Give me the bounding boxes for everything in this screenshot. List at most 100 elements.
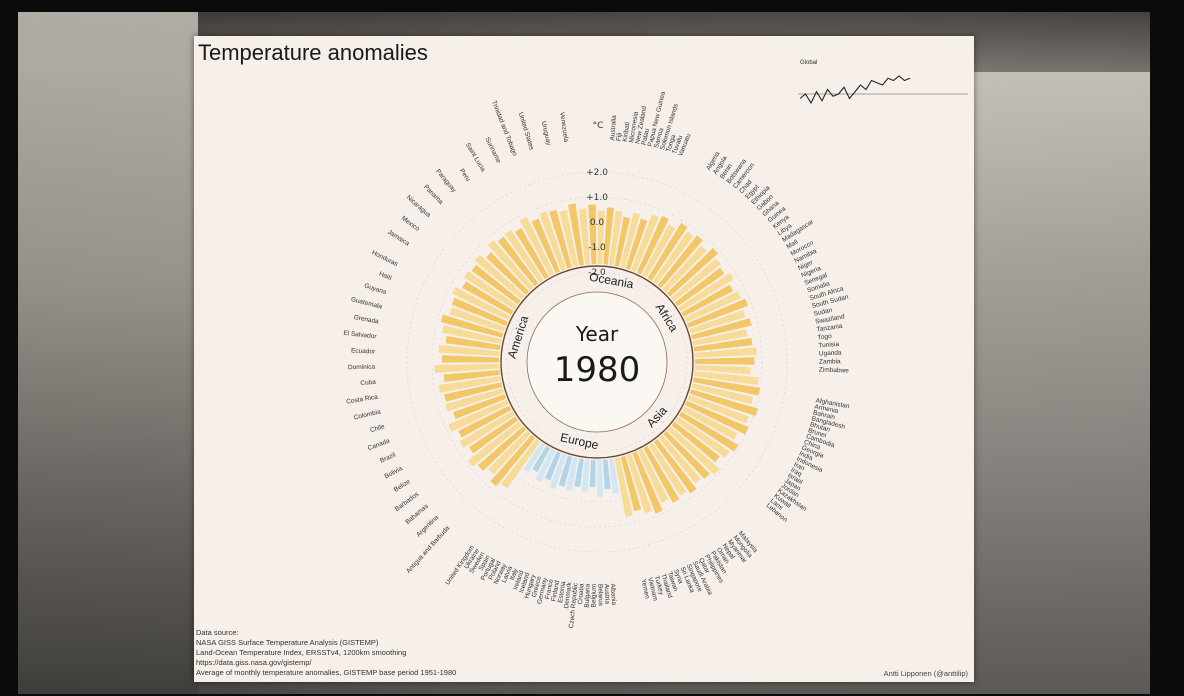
country-label: Canada: [367, 437, 391, 452]
bar-africa: [642, 224, 676, 278]
bar-africa: [687, 298, 749, 328]
center-year-label: Year: [575, 322, 619, 346]
country-label: Panama: [422, 184, 444, 206]
bar-america: [438, 376, 501, 393]
bar-asia: [663, 430, 710, 479]
background-ice-left: [18, 12, 198, 694]
source-line: Average of monthly temperature anomalies…: [196, 668, 457, 677]
continent-label-oceania: Oceania: [588, 270, 635, 292]
center-disc: [526, 291, 668, 433]
bar-africa: [670, 258, 721, 302]
bar-europe: [597, 459, 604, 497]
bar-asia: [637, 448, 669, 503]
gridline-ring: [481, 246, 713, 478]
bar-america: [462, 281, 514, 315]
country-label: Iraq: [789, 467, 803, 479]
country-label: Brazil: [379, 451, 397, 464]
bar-africa: [678, 272, 734, 312]
bar-america: [519, 216, 555, 276]
bar-africa: [631, 214, 659, 272]
country-label: Cuba: [360, 379, 376, 387]
gridline-ring: [456, 221, 738, 503]
credit-label: Antti Lipponen (@anttilip): [883, 669, 968, 678]
country-label: Belgium: [591, 584, 598, 608]
right-black-strip: [1150, 0, 1184, 696]
country-label: Guyana: [363, 282, 387, 296]
country-label: Yemen: [640, 578, 651, 599]
bar-europe: [532, 445, 551, 472]
inset-line: [799, 75, 911, 105]
radial-tick-label: 0.0: [590, 218, 605, 228]
bar-america: [464, 271, 517, 310]
bar-oceania: [603, 207, 614, 265]
country-label: France: [544, 578, 555, 600]
bar-america: [474, 254, 525, 300]
bar-america: [504, 229, 544, 283]
bar-asia: [691, 383, 754, 405]
gridline-ring: [506, 271, 688, 453]
bar-america: [588, 204, 597, 265]
country-label: Czech Republic: [568, 582, 579, 629]
global-inset-chart: Global: [798, 60, 968, 105]
bar-asia: [653, 439, 697, 494]
bar-america: [467, 421, 522, 467]
bar-africa: [666, 247, 719, 297]
bar-africa: [681, 284, 734, 317]
country-label: Armenia: [814, 403, 839, 415]
country-label: Saint Lucia: [464, 142, 487, 174]
country-label: Guatemala: [350, 296, 383, 311]
source-note: Data source: NASA GISS Surface Temperatu…: [196, 628, 556, 678]
bar-africa: [647, 222, 688, 281]
bar-asia: [620, 455, 642, 512]
bar-america: [487, 239, 534, 291]
bar-america: [469, 416, 519, 454]
bar-america: [440, 314, 504, 338]
country-label: Togo: [817, 333, 832, 342]
country-label: Colombia: [353, 408, 382, 421]
bar-oceania: [625, 218, 648, 270]
bar-asia: [689, 389, 758, 417]
source-line: Land-Ocean Temperature Index, ERSSTv4, 1…: [196, 648, 407, 657]
country-label: Haiti: [378, 271, 393, 282]
bar-africa: [693, 337, 753, 352]
country-label: Suriname: [483, 136, 502, 164]
country-label: Mexico: [400, 215, 421, 233]
bar-africa: [674, 267, 725, 307]
country-label: Jamaica: [386, 229, 411, 248]
bar-asia: [694, 371, 759, 386]
country-label: Syria: [672, 568, 684, 585]
bar-asia: [667, 426, 720, 475]
radial-tick-label: -2.0: [588, 268, 606, 278]
bar-africa: [657, 235, 703, 289]
inset-label: Global: [800, 60, 817, 66]
bar-america: [434, 363, 500, 373]
country-label: Palau: [641, 128, 651, 146]
country-label: Estonia: [557, 581, 567, 604]
country-label: Bulgaria: [584, 583, 592, 607]
country-label: Bolivia: [384, 465, 405, 480]
bar-africa: [684, 291, 741, 323]
bar-asia: [687, 395, 749, 424]
bar-america: [458, 405, 512, 438]
bars-group: [434, 203, 760, 517]
country-label: Ecuador: [351, 347, 376, 355]
bar-america: [478, 426, 527, 471]
bar-oceania: [597, 210, 605, 265]
bar-america: [445, 336, 501, 350]
country-label: Venezuela: [558, 112, 569, 143]
bar-asia: [614, 457, 633, 517]
country-label: Belarus: [597, 584, 604, 607]
bar-america: [549, 209, 572, 269]
gridline-ring: [431, 196, 763, 528]
country-label: Albania: [609, 583, 618, 606]
bar-america: [442, 325, 502, 344]
bar-america: [515, 228, 549, 280]
country-label: Tanzania: [816, 323, 843, 334]
bar-america: [448, 399, 509, 432]
bar-america: [452, 394, 507, 419]
bar-america: [559, 210, 578, 267]
country-label: Uruguay: [540, 121, 552, 147]
country-label: Dominica: [348, 364, 376, 372]
country-label: Sudan: [813, 307, 833, 318]
source-line: Data source:: [196, 628, 239, 637]
